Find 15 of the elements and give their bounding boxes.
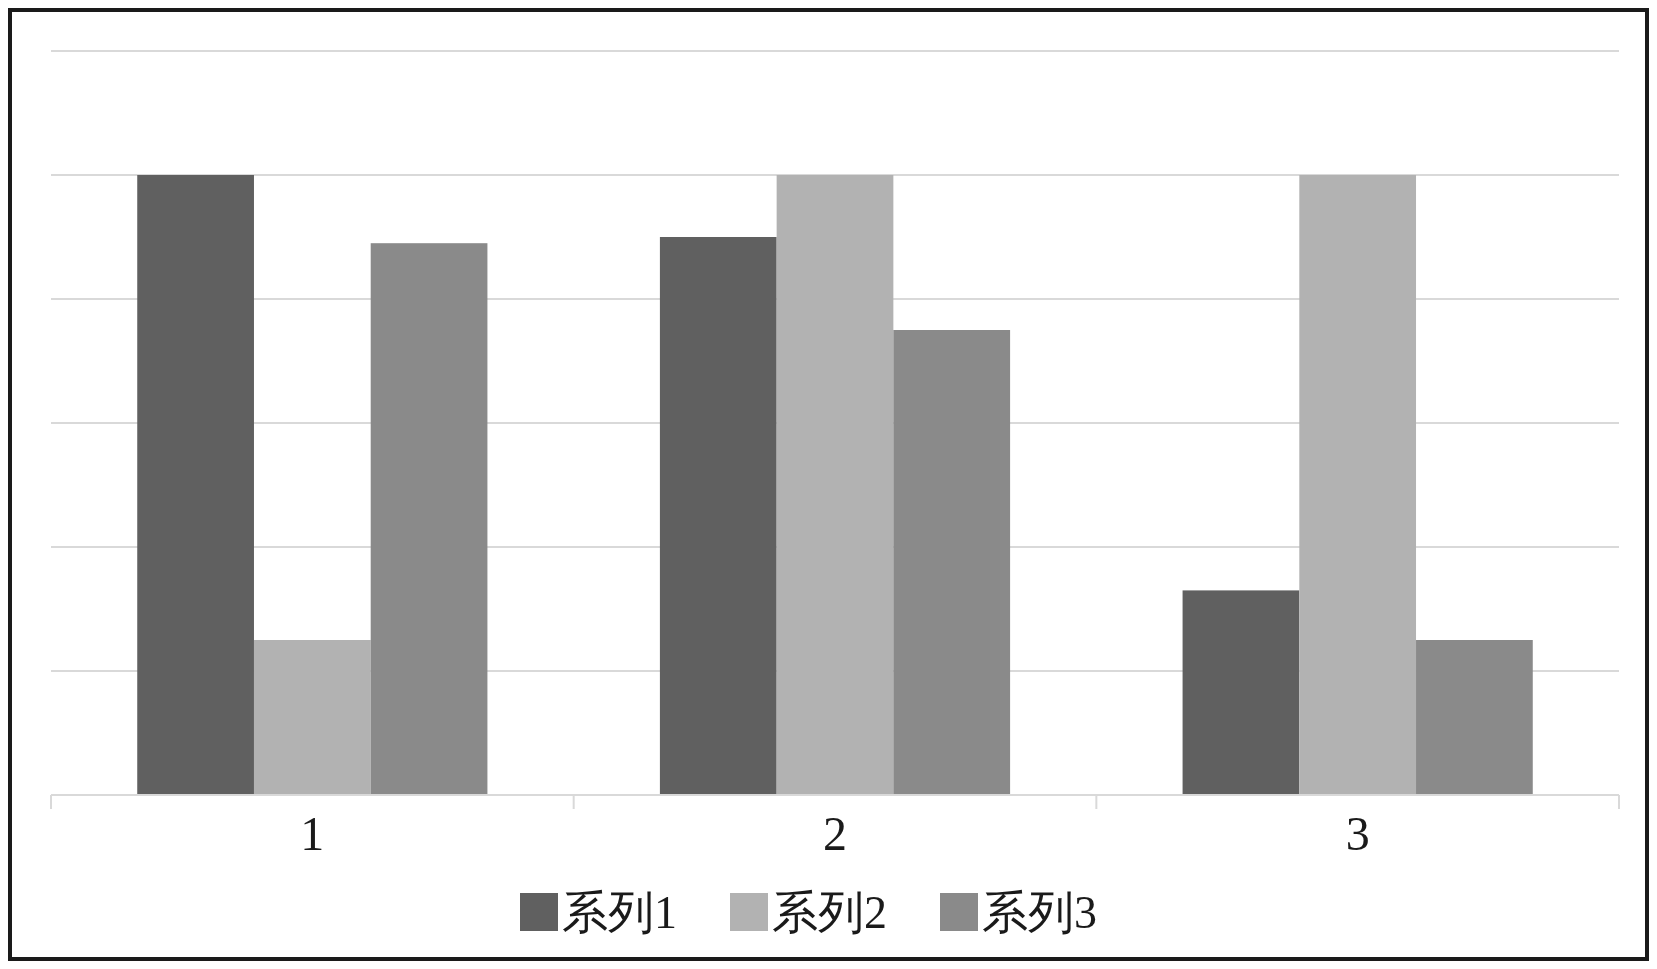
x-tick-label: 3: [1345, 807, 1370, 860]
legend-label: 系列1: [562, 887, 677, 938]
bar: [1416, 640, 1533, 795]
bar: [1299, 175, 1417, 795]
bar: [893, 330, 1011, 795]
bar: [137, 175, 254, 795]
bar: [776, 175, 894, 795]
legend-label: 系列3: [982, 887, 1097, 938]
bar: [1182, 590, 1300, 795]
x-tick-label: 1: [300, 807, 325, 860]
bar: [253, 640, 371, 795]
bar: [370, 243, 488, 795]
bar: [659, 237, 777, 795]
x-tick-label: 2: [823, 807, 847, 860]
legend-label: 系列2: [772, 887, 887, 938]
